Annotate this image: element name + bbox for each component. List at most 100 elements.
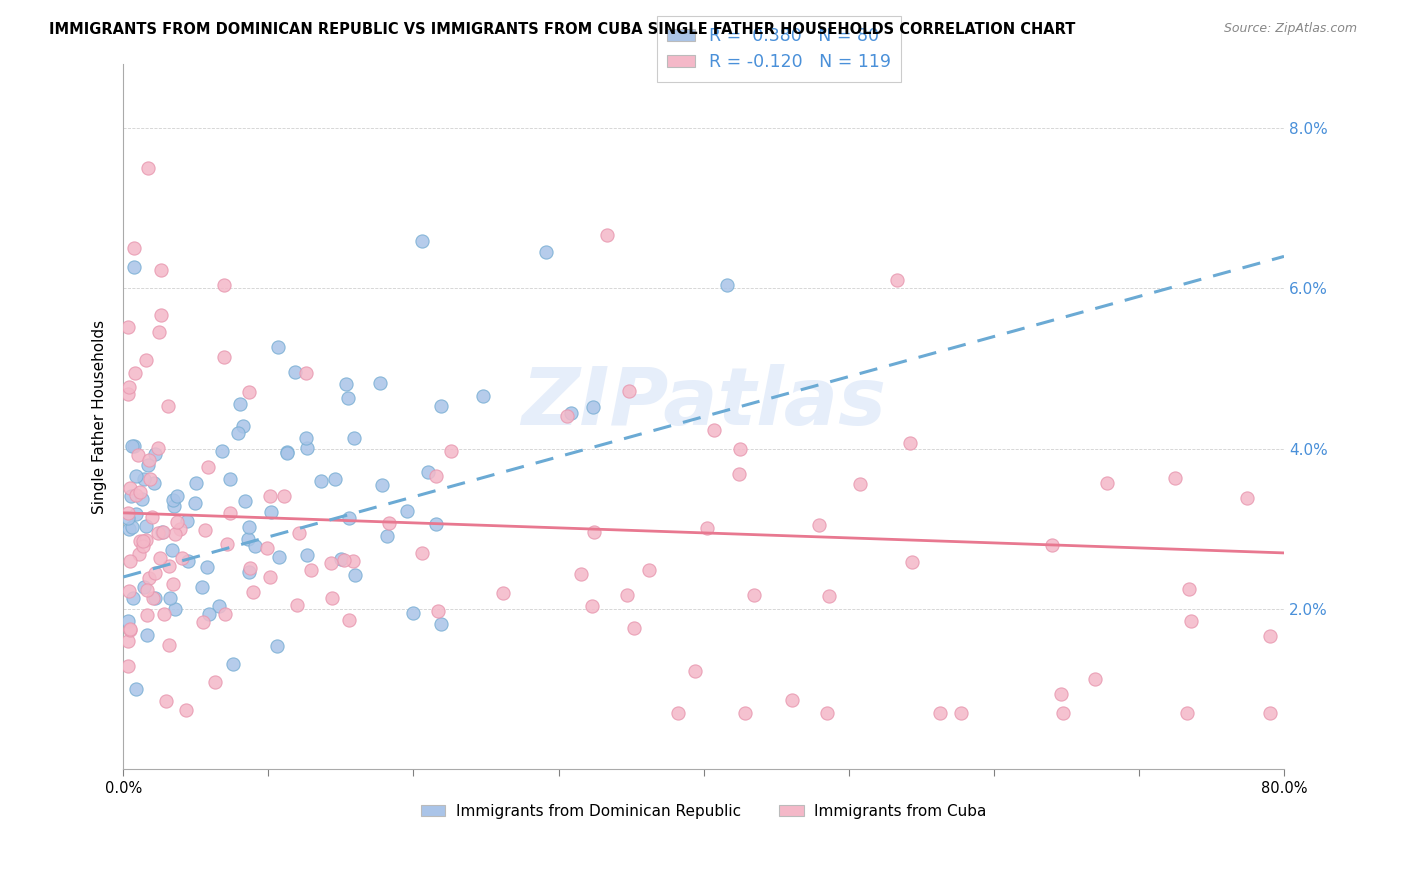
Point: [228, 397, 250, 411]
Point: [583, 524, 606, 539]
Point: [176, 554, 198, 568]
Point: [898, 435, 921, 450]
Point: [396, 503, 419, 517]
Point: [471, 389, 494, 403]
Point: [157, 558, 180, 573]
Point: [117, 634, 139, 648]
Point: [117, 319, 139, 334]
Point: [242, 585, 264, 599]
Point: [696, 521, 718, 535]
Point: [239, 560, 262, 574]
Point: [1180, 614, 1202, 628]
Point: [219, 507, 242, 521]
Point: [138, 458, 160, 472]
Point: [145, 447, 167, 461]
Point: [1175, 706, 1198, 721]
Point: [131, 534, 153, 549]
Point: [285, 598, 308, 612]
Point: [1049, 687, 1071, 701]
Point: [145, 566, 167, 580]
Point: [299, 563, 322, 577]
Point: [128, 547, 150, 561]
Point: [197, 607, 219, 622]
Point: [212, 277, 235, 292]
Point: [125, 487, 148, 501]
Point: [321, 591, 343, 605]
Point: [780, 693, 803, 707]
Point: [377, 529, 399, 543]
Point: [666, 706, 689, 721]
Point: [117, 614, 139, 628]
Point: [259, 570, 281, 584]
Point: [166, 489, 188, 503]
Point: [195, 560, 218, 574]
Point: [560, 406, 582, 420]
Text: IMMIGRANTS FROM DOMINICAN REPUBLIC VS IMMIGRANTS FROM CUBA SINGLE FATHER HOUSEHO: IMMIGRANTS FROM DOMINICAN REPUBLIC VS IM…: [49, 22, 1076, 37]
Point: [157, 399, 180, 413]
Point: [163, 499, 186, 513]
Point: [150, 262, 173, 277]
Point: [276, 446, 298, 460]
Point: [343, 567, 366, 582]
Point: [276, 445, 298, 459]
Point: [343, 431, 366, 445]
Point: [233, 494, 256, 508]
Point: [163, 601, 186, 615]
Point: [148, 525, 170, 540]
Legend: Immigrants from Dominican Republic, Immigrants from Cuba: Immigrants from Dominican Republic, Immi…: [415, 798, 993, 825]
Point: [117, 658, 139, 673]
Point: [129, 534, 152, 549]
Point: [125, 508, 148, 522]
Point: [135, 533, 157, 548]
Point: [728, 442, 751, 456]
Point: [215, 537, 238, 551]
Point: [430, 616, 453, 631]
Point: [226, 425, 249, 440]
Point: [122, 241, 145, 255]
Point: [1258, 629, 1281, 643]
Point: [582, 400, 605, 414]
Point: [325, 472, 347, 486]
Point: [136, 583, 159, 598]
Point: [149, 551, 172, 566]
Text: Source: ZipAtlas.com: Source: ZipAtlas.com: [1223, 22, 1357, 36]
Point: [1163, 471, 1185, 485]
Point: [186, 475, 208, 490]
Point: [266, 639, 288, 653]
Point: [204, 675, 226, 690]
Point: [416, 465, 439, 479]
Point: [150, 308, 173, 322]
Point: [440, 443, 463, 458]
Point: [135, 353, 157, 368]
Point: [425, 516, 447, 531]
Point: [849, 476, 872, 491]
Point: [118, 522, 141, 536]
Point: [125, 682, 148, 697]
Point: [138, 472, 160, 486]
Point: [212, 350, 235, 364]
Point: [929, 706, 952, 721]
Point: [1052, 706, 1074, 721]
Point: [287, 526, 309, 541]
Point: [143, 591, 166, 605]
Point: [426, 604, 449, 618]
Point: [1258, 706, 1281, 721]
Point: [728, 467, 751, 482]
Point: [411, 234, 433, 248]
Point: [1236, 491, 1258, 505]
Point: [294, 431, 316, 445]
Point: [117, 506, 139, 520]
Point: [256, 541, 278, 555]
Point: [153, 607, 176, 622]
Point: [336, 391, 359, 405]
Point: [492, 585, 515, 599]
Point: [194, 524, 217, 538]
Point: [319, 556, 342, 570]
Point: [124, 367, 146, 381]
Point: [330, 552, 353, 566]
Point: [378, 516, 401, 531]
Point: [617, 384, 640, 398]
Point: [309, 475, 332, 489]
Point: [259, 505, 281, 519]
Point: [402, 607, 425, 621]
